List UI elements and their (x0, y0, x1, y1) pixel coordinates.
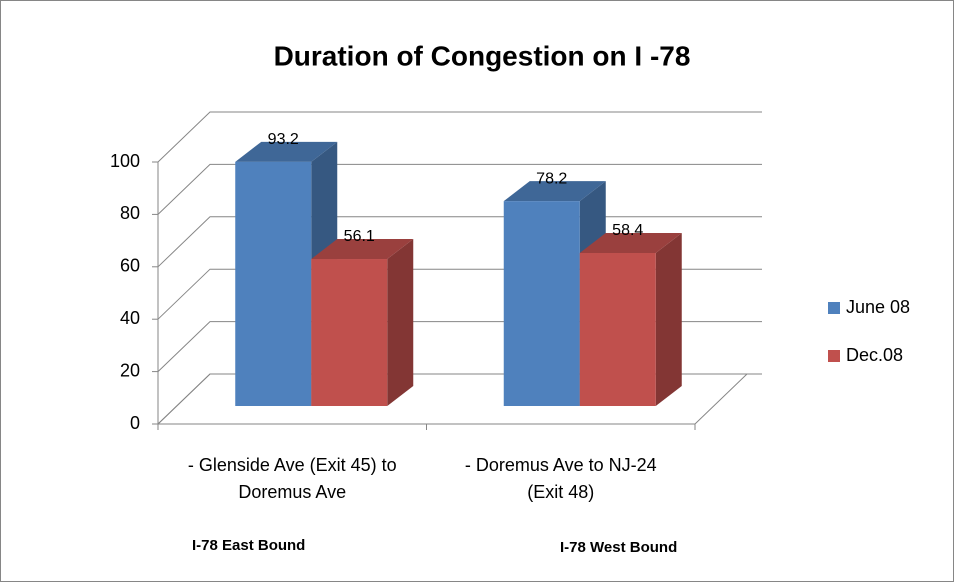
value-label: 58.4 (612, 222, 643, 239)
bar (235, 161, 312, 406)
bar-side (387, 239, 414, 406)
legend-label: June 08 (846, 297, 910, 317)
bar-side (655, 232, 682, 406)
annotation: I-78 West Bound (560, 539, 678, 556)
bar-top (235, 141, 338, 162)
value-label: 93.2 (268, 131, 299, 148)
x-tick-label: - Doremus Ave to NJ-24 (Exit 48) (464, 455, 657, 502)
value-label: 78.2 (536, 170, 567, 187)
legend-swatch (828, 350, 840, 362)
y-tick-label: 100 (110, 151, 140, 171)
y-tick-label: 0 (130, 413, 140, 433)
bar (503, 201, 580, 406)
bar-top (311, 239, 414, 260)
annotation: I-78 East Bound (192, 537, 306, 554)
x-tick-label: - Glenside Ave (Exit 45) to Doremus Ave (187, 455, 397, 502)
legend-swatch (828, 302, 840, 314)
y-tick-label: 20 (120, 360, 140, 380)
y-tick-label: 60 (120, 256, 140, 276)
bar (579, 252, 656, 406)
chart-title: Duration of Congestion on I -78 (274, 40, 691, 71)
y-tick-label: 80 (120, 203, 140, 223)
grid-line (157, 111, 762, 163)
bar-top (579, 232, 682, 253)
y-tick-label: 40 (120, 308, 140, 328)
bar-top (503, 181, 606, 202)
legend-label: Dec.08 (846, 345, 903, 365)
value-label: 56.1 (344, 228, 375, 245)
bar (311, 259, 388, 406)
grid-line (157, 163, 762, 215)
